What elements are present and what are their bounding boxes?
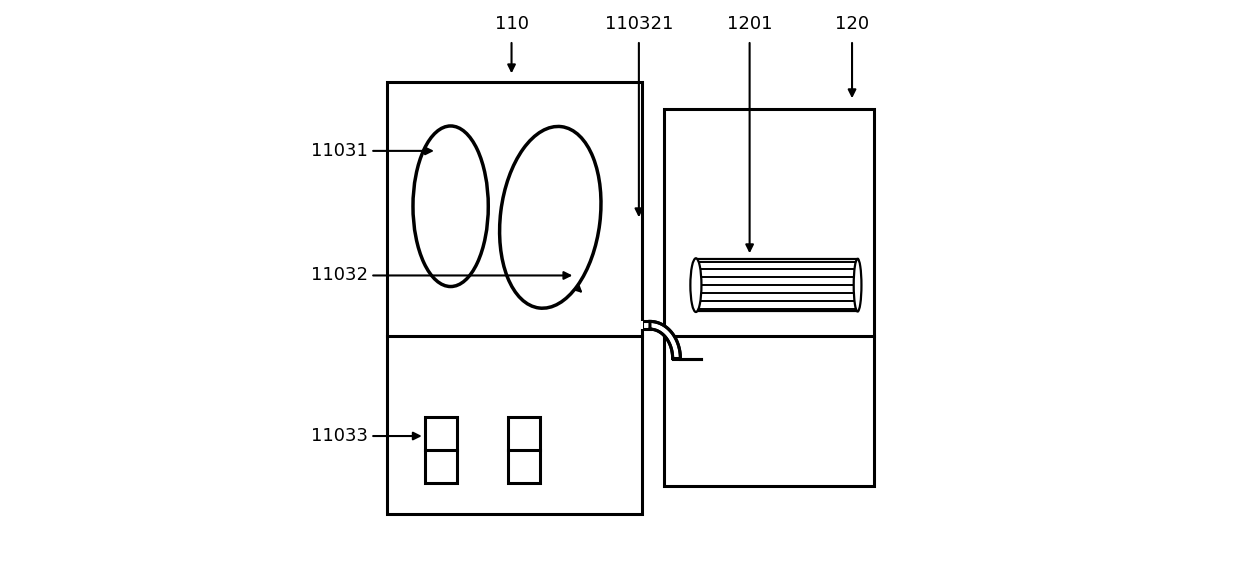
Bar: [641, 321, 643, 329]
Text: 11031: 11031: [311, 142, 368, 160]
Text: 11032: 11032: [311, 266, 368, 284]
Ellipse shape: [854, 259, 861, 311]
Ellipse shape: [690, 259, 701, 312]
Bar: [508, 416, 540, 483]
Text: 120: 120: [835, 15, 869, 33]
Polygon shape: [650, 321, 680, 359]
Text: 11033: 11033: [311, 427, 368, 445]
Text: 110: 110: [494, 15, 529, 33]
Text: 110321: 110321: [605, 15, 673, 33]
Bar: [387, 81, 642, 514]
Text: 1201: 1201: [727, 15, 772, 33]
Bar: [425, 416, 457, 483]
Bar: [664, 110, 875, 486]
